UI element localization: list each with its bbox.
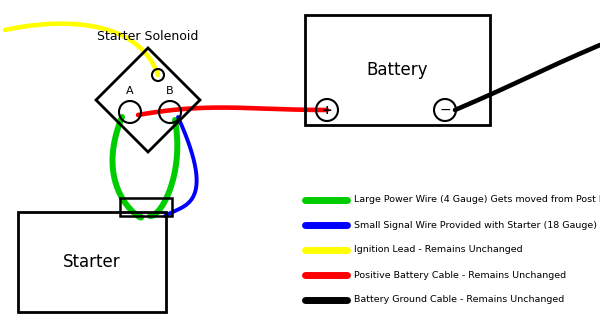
Text: Starter Solenoid: Starter Solenoid (97, 30, 199, 43)
Text: Small Signal Wire Provided with Starter (18 Gauge): Small Signal Wire Provided with Starter … (354, 220, 597, 230)
Bar (305, 15, 490, 125)
Text: A: A (126, 86, 134, 96)
Text: Battery: Battery (367, 61, 428, 79)
Text: Battery Ground Cable - Remains Unchanged: Battery Ground Cable - Remains Unchanged (354, 295, 564, 305)
Bar (18, 212, 166, 312)
Text: Ignition Lead - Remains Unchanged: Ignition Lead - Remains Unchanged (354, 245, 523, 255)
Bar (120, 198, 172, 216)
Text: +: + (322, 104, 332, 116)
Text: B: B (166, 86, 174, 96)
Text: Positive Battery Cable - Remains Unchanged: Positive Battery Cable - Remains Unchang… (354, 270, 566, 280)
Text: −: − (439, 103, 451, 117)
Text: Starter: Starter (63, 253, 121, 271)
Text: Large Power Wire (4 Gauge) Gets moved from Post B to Post A: Large Power Wire (4 Gauge) Gets moved fr… (354, 195, 600, 205)
